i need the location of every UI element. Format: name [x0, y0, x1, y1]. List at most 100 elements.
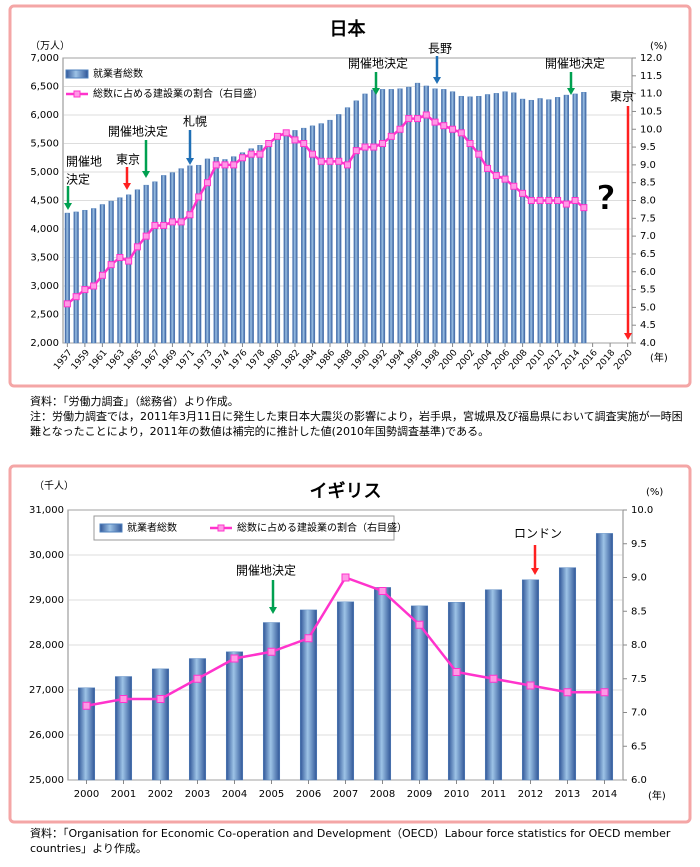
bar	[196, 164, 202, 344]
axis-unit: （千人）	[34, 480, 74, 492]
bar	[134, 189, 141, 344]
marker	[267, 647, 276, 656]
bar	[362, 93, 368, 344]
y2-tick-label: 6.5	[640, 249, 656, 260]
y2-tick-label: 8.5	[631, 606, 647, 617]
marker	[203, 179, 211, 187]
marker	[475, 150, 483, 158]
legend-swatch	[99, 523, 123, 533]
bar	[537, 98, 543, 344]
marker	[600, 688, 609, 697]
bar	[178, 168, 184, 344]
marker	[221, 161, 229, 169]
marker	[107, 261, 115, 269]
annotation-arrowhead	[64, 203, 72, 210]
bar	[511, 92, 517, 344]
chart-title: イギリス	[310, 481, 382, 502]
bar	[301, 127, 307, 344]
marker	[212, 161, 220, 169]
y-tick-label: 7,000	[30, 53, 59, 64]
marker	[457, 129, 465, 137]
marker	[526, 681, 535, 690]
legend-label: 総数に占める建設業の割合（右目盛）	[237, 521, 407, 534]
bar	[73, 211, 79, 344]
bar	[266, 142, 272, 344]
marker	[195, 193, 203, 201]
bar	[432, 88, 438, 344]
annotation-arrowhead	[142, 171, 150, 178]
y2-tick-label: 9.5	[631, 539, 647, 550]
bar	[169, 172, 176, 344]
marker	[440, 122, 448, 130]
x-tick-label: 2002	[148, 789, 173, 800]
marker	[133, 243, 141, 251]
bar	[309, 125, 316, 344]
bar	[161, 175, 167, 344]
annotation: 決定	[66, 172, 90, 187]
bar	[222, 159, 228, 344]
x-tick-label: 2001	[111, 789, 136, 800]
x-tick-label: 2000	[74, 789, 99, 800]
y2-tick-label: 9.0	[640, 160, 656, 171]
marker	[304, 634, 313, 643]
axis-unit: (年)	[650, 351, 668, 364]
marker	[82, 701, 91, 710]
bar	[248, 148, 254, 344]
y2-tick-label: 6.0	[640, 267, 656, 278]
y2-tick-label: 6.0	[631, 775, 647, 786]
marker	[335, 157, 343, 165]
marker	[186, 211, 194, 219]
y2-tick-label: 8.5	[640, 178, 656, 189]
bar	[152, 181, 158, 344]
legend-label: 就業者総数	[127, 521, 177, 534]
marker	[300, 140, 308, 147]
bar	[82, 209, 88, 344]
marker	[341, 573, 350, 582]
bar	[546, 99, 552, 344]
marker	[405, 115, 413, 123]
x-tick-label: 2014	[592, 789, 617, 800]
legend-label: 就業者総数	[93, 67, 143, 80]
marker	[563, 688, 572, 697]
axis-unit: (%)	[646, 487, 663, 498]
annotation-arrowhead	[531, 568, 539, 575]
marker	[151, 221, 159, 229]
y-tick-label: 6,000	[30, 110, 59, 121]
bar	[353, 100, 359, 344]
marker	[193, 674, 202, 683]
y2-tick-label: 9.5	[640, 142, 656, 153]
annotation: 開催地決定	[545, 56, 605, 71]
y-tick-label: 3,000	[30, 281, 59, 292]
y2-tick-label: 10.5	[640, 106, 662, 117]
y2-tick-label: 10.0	[631, 505, 653, 516]
marker	[414, 115, 422, 123]
marker	[177, 218, 185, 226]
x-tick-label: 2008	[370, 789, 395, 800]
y-tick-label: 2,500	[30, 310, 59, 321]
legend-marker	[217, 524, 225, 532]
y2-tick-label: 5.0	[640, 302, 656, 313]
note: 資料：「Organisation for Economic Co-operati…	[30, 827, 671, 855]
bar	[572, 93, 578, 344]
bar	[414, 82, 421, 344]
annotation: 開催地決定	[348, 56, 408, 71]
annotation: 開催地決定	[236, 563, 296, 578]
bar	[447, 602, 466, 781]
y-tick-label: 6,500	[30, 82, 59, 93]
marker	[431, 118, 439, 126]
marker	[308, 150, 316, 158]
marker	[142, 232, 150, 240]
bar	[528, 99, 534, 344]
marker	[387, 132, 395, 140]
y2-tick-label: 4.5	[640, 320, 656, 331]
bar	[493, 93, 499, 344]
bar	[476, 95, 482, 344]
note: 資料：「労働力調査」（総務省）より作成。	[30, 395, 239, 408]
annotation-arrowhead	[186, 158, 194, 165]
marker	[501, 175, 509, 183]
legend-marker	[73, 90, 81, 98]
annotation: 長野	[428, 42, 452, 56]
annotation: 開催地	[66, 155, 102, 169]
marker	[545, 197, 553, 204]
